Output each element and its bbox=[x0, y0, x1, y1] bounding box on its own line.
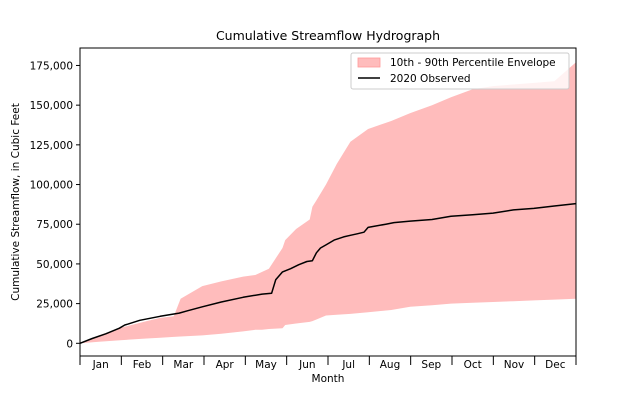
chart-title: Cumulative Streamflow Hydrograph bbox=[216, 28, 440, 43]
y-tick-label: 175,000 bbox=[30, 60, 73, 72]
x-tick-label: Dec bbox=[545, 359, 566, 371]
x-axis-label: Month bbox=[312, 373, 345, 385]
x-tick-label: Aug bbox=[380, 359, 401, 371]
plot-area bbox=[79, 47, 577, 357]
legend-label-envelope: 10th - 90th Percentile Envelope bbox=[390, 57, 556, 69]
x-tick-label: May bbox=[255, 359, 277, 371]
x-tick-label: Jun bbox=[298, 359, 315, 371]
observed-2020-line bbox=[79, 202, 577, 344]
y-axis-label: Cumulative Streamflow, in Cubic Feet bbox=[10, 103, 22, 301]
x-tick-label: Nov bbox=[504, 359, 525, 371]
x-tick-label: Feb bbox=[133, 359, 152, 371]
x-tick-label: Oct bbox=[464, 359, 482, 371]
legend-swatch-envelope bbox=[357, 57, 381, 68]
legend: 10th - 90th Percentile Envelope 2020 Obs… bbox=[350, 52, 570, 90]
y-tick-label: 0 bbox=[66, 338, 73, 350]
y-tick-label: 100,000 bbox=[30, 180, 73, 192]
x-axis: Jan Feb Mar Apr May Jun Jul Aug Sep Oct Nov Dec bbox=[79, 356, 577, 371]
y-tick-label: 50,000 bbox=[36, 259, 73, 271]
percentile-envelope-area bbox=[80, 62, 576, 344]
x-tick-label: Mar bbox=[173, 359, 193, 371]
x-tick-label: Sep bbox=[421, 359, 441, 371]
y-tick-label: 25,000 bbox=[36, 299, 73, 311]
x-tick-label: Jan bbox=[92, 359, 109, 371]
x-tick-label: Jul bbox=[341, 359, 355, 371]
y-tick-label: 150,000 bbox=[30, 100, 73, 112]
x-tick-label: Apr bbox=[216, 359, 235, 371]
y-tick-label: 125,000 bbox=[30, 140, 73, 152]
y-tick-label: 75,000 bbox=[36, 219, 73, 231]
legend-label-observed: 2020 Observed bbox=[390, 73, 471, 85]
legend-frame bbox=[350, 52, 570, 90]
y-axis: 0 25,000 50,000 75,000 100,000 125,000 150,000… bbox=[30, 60, 80, 350]
